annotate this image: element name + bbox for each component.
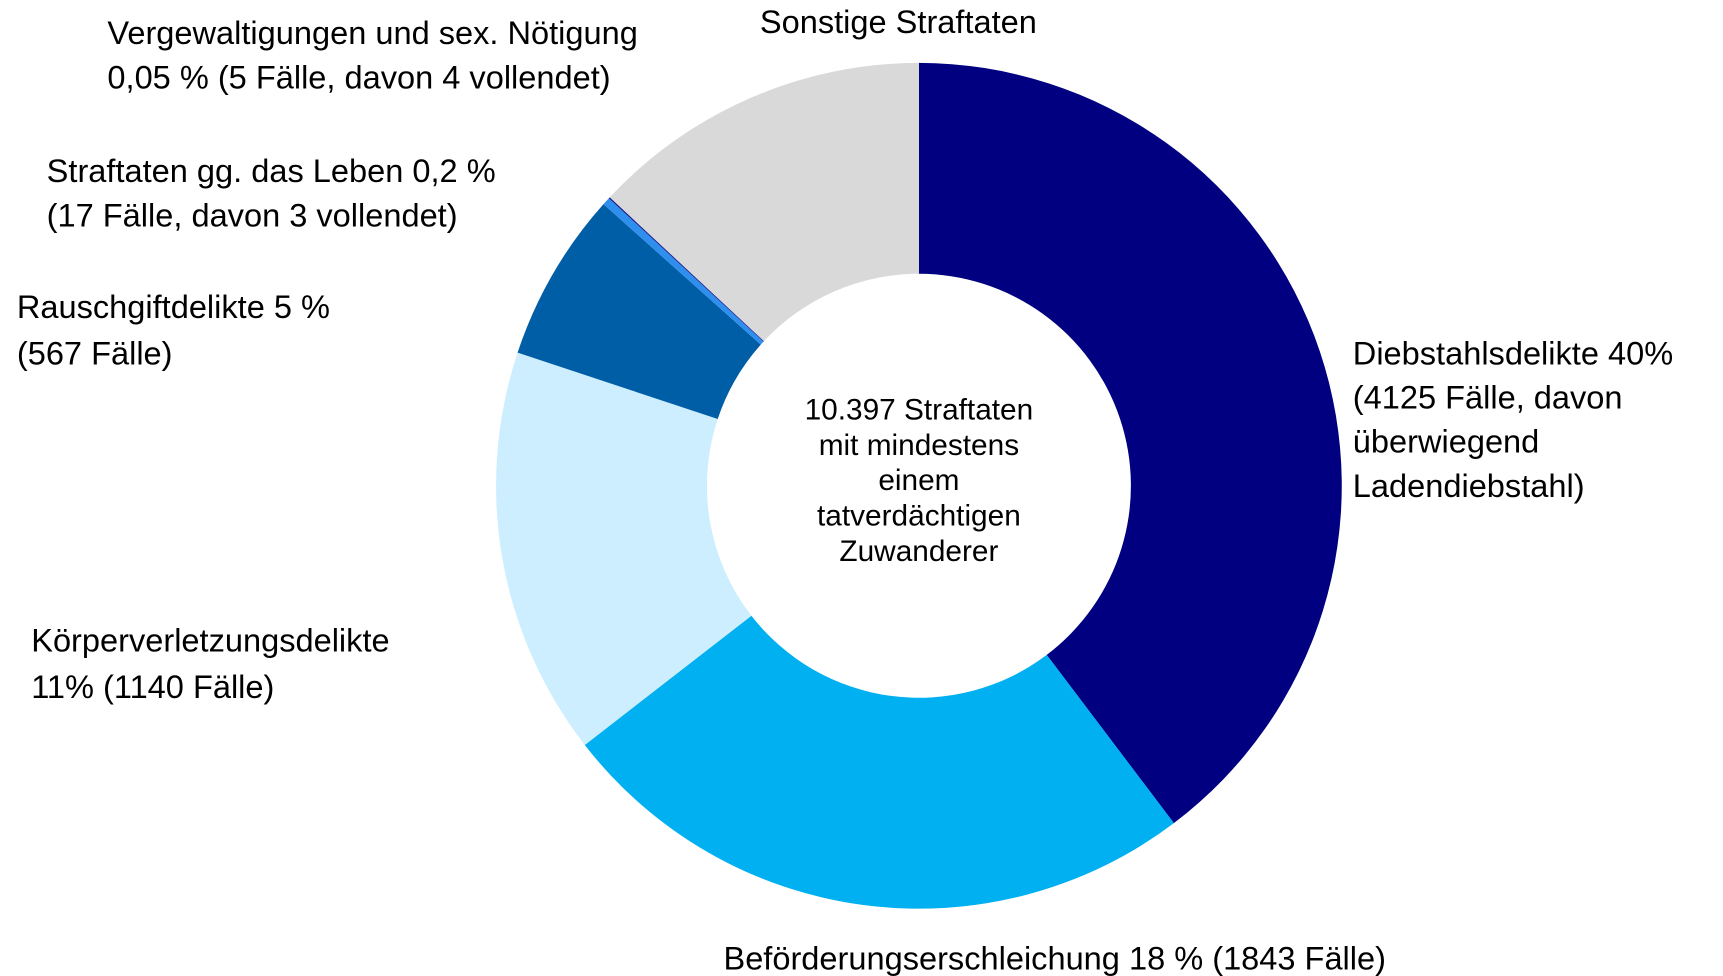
center-text: tatverdächtigen xyxy=(817,500,1021,533)
slice-label: Diebstahlsdelikte 40% xyxy=(1353,335,1673,371)
center-text: mit mindestens xyxy=(819,429,1019,462)
donut-slice xyxy=(584,615,1174,909)
center-text: Zuwanderer xyxy=(839,535,998,568)
slice-label: (567 Fälle) xyxy=(17,335,173,371)
center-text: 10.397 Straftaten xyxy=(805,394,1034,427)
donut-slice xyxy=(609,62,919,342)
slice-label: Vergewaltigungen und sex. Nötigung xyxy=(107,15,637,51)
donut-slice xyxy=(603,198,764,345)
slice-label: Rauschgiftdelikte 5 % xyxy=(17,289,330,325)
slice-label: Sonstige Straftaten xyxy=(760,4,1037,40)
slice-label: überwiegend xyxy=(1353,424,1539,460)
slice-label: Straftaten gg. das Leben 0,2 % xyxy=(47,153,496,189)
slice-label: Beförderungserschleichung 18 % (1843 Fäl… xyxy=(723,940,1386,976)
slice-label: (4125 Fälle, davon xyxy=(1353,380,1623,416)
slice-label: Körperverletzungsdelikte xyxy=(31,622,389,658)
donut-slice xyxy=(496,352,752,745)
donut-slice xyxy=(608,197,764,342)
slice-label: Ladendiebstahl) xyxy=(1353,468,1585,504)
donut-slice xyxy=(918,62,1342,824)
slice-label: (17 Fälle, davon 3 vollendet) xyxy=(47,197,458,233)
slice-label: 11% (1140 Fälle) xyxy=(31,669,274,705)
slice-label: 0,05 % (5 Fälle, davon 4 vollendet) xyxy=(107,59,610,95)
donut-slice xyxy=(517,204,761,420)
center-text: einem xyxy=(878,464,959,497)
